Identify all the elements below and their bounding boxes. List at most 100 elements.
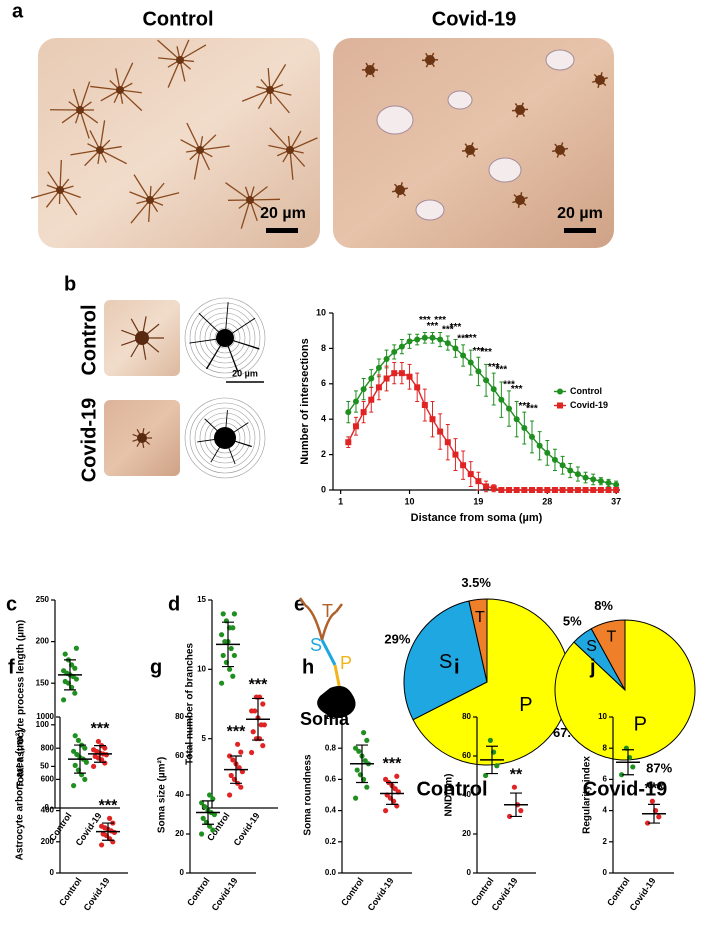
data-point [72, 733, 78, 739]
marker [475, 478, 482, 485]
marker [398, 343, 405, 350]
y-tick-label: 6 [321, 378, 326, 388]
y-tick-label: 200 [36, 637, 50, 646]
sholl-ring [184, 397, 266, 479]
marker [375, 384, 382, 391]
legend-label: Covid-19 [570, 400, 608, 410]
data-point [383, 808, 389, 814]
sd-bar [222, 621, 234, 668]
data-point [91, 763, 97, 770]
significance: *** [465, 333, 477, 344]
soma [365, 65, 375, 75]
row-label: Control [78, 304, 100, 375]
process [269, 89, 290, 114]
sholl-ring [194, 407, 256, 469]
soma [96, 146, 104, 154]
sholl-ring [204, 317, 246, 359]
data-point [99, 823, 105, 829]
data-point [222, 639, 228, 645]
marker [452, 345, 459, 352]
slice-label: P [634, 714, 647, 736]
y-tick-label: 0 [321, 484, 326, 494]
data-point [100, 831, 106, 837]
y-tick-label: 10 [316, 307, 326, 317]
value-label: 29% [384, 631, 410, 646]
y-tick-label: 600 [41, 775, 55, 784]
data-point [95, 738, 101, 745]
secondary-branch [320, 639, 337, 666]
process [241, 89, 271, 102]
y-axis-label: NND(µm) [444, 774, 455, 817]
marker [391, 348, 398, 355]
sd-bar [74, 744, 86, 774]
process [249, 198, 281, 201]
data-point [91, 747, 97, 753]
data-point [228, 772, 234, 779]
process [119, 89, 143, 112]
process [289, 149, 294, 180]
label-p: P [340, 653, 352, 673]
soma [146, 196, 154, 204]
data-point [487, 737, 493, 744]
marker [559, 487, 566, 493]
data-point [249, 749, 255, 756]
data-point [364, 784, 370, 790]
tertiary-branch [298, 597, 343, 641]
y-tick-label: 10 [598, 712, 607, 721]
category-label: Covid-19 [366, 876, 396, 913]
y-axis-label: Regularity index [582, 756, 593, 834]
marker [536, 442, 543, 449]
value-label: 87% [646, 760, 672, 775]
marker [360, 386, 367, 393]
process [70, 149, 101, 156]
marker [437, 336, 444, 343]
marker [352, 423, 359, 430]
sholl-ring [189, 402, 261, 474]
sholl-ring [214, 327, 236, 349]
marker [391, 370, 398, 377]
process [119, 62, 134, 91]
soma [76, 106, 84, 114]
category-label: Covid-19 [232, 811, 262, 848]
data-point [62, 651, 68, 657]
significance: *** [480, 347, 492, 358]
data-point [210, 796, 216, 802]
marker [613, 487, 620, 493]
marker [444, 340, 451, 347]
marker [567, 467, 574, 474]
data-point [231, 652, 237, 659]
marker [582, 487, 589, 493]
data-point [260, 701, 266, 707]
slice-label: T [475, 609, 485, 626]
image-title: Control [142, 8, 213, 30]
marker [490, 485, 497, 492]
marker [521, 487, 528, 493]
y-tick-label: 80 [175, 712, 184, 721]
y-tick-label: 60 [462, 751, 471, 760]
data-point [107, 815, 113, 822]
y-tick-label: 50 [40, 762, 49, 771]
value-label: 8% [594, 598, 613, 613]
y-tick-label: 4 [321, 414, 326, 424]
marker [452, 451, 459, 458]
marker [597, 487, 604, 493]
category-label: Covid-19 [82, 876, 112, 913]
soma [425, 55, 435, 65]
significance: *** [419, 315, 431, 326]
process [269, 127, 291, 151]
significance: *** [526, 404, 538, 415]
y-tick-label: 80 [462, 712, 471, 721]
y-axis-label: Number of intersections [299, 338, 311, 465]
process [167, 59, 181, 88]
soma [116, 86, 124, 94]
x-tick-label: 10 [405, 496, 415, 506]
data-point [656, 814, 662, 820]
sd-bar [356, 744, 368, 784]
marker [506, 487, 513, 493]
data-point [220, 611, 226, 617]
marker [406, 338, 413, 345]
process [225, 182, 251, 201]
soma [266, 86, 274, 94]
soma [56, 186, 64, 194]
process [269, 64, 287, 91]
